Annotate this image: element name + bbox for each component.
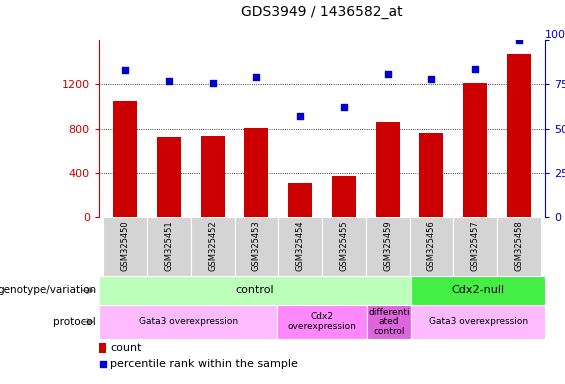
Point xyxy=(515,37,524,43)
Bar xyxy=(376,122,399,217)
Text: control: control xyxy=(236,285,275,296)
Bar xyxy=(463,83,487,217)
Point xyxy=(120,67,129,73)
Bar xyxy=(411,305,545,339)
Bar xyxy=(201,136,225,217)
Point xyxy=(295,113,305,119)
Bar xyxy=(147,217,191,276)
Point xyxy=(383,71,392,77)
Bar xyxy=(279,217,322,276)
Point xyxy=(471,66,480,72)
Bar xyxy=(157,137,181,217)
Bar xyxy=(191,217,234,276)
Text: differenti
ated
control: differenti ated control xyxy=(368,308,410,336)
Text: genotype/variation: genotype/variation xyxy=(0,285,96,296)
Bar xyxy=(322,217,366,276)
Bar xyxy=(419,133,444,217)
Bar xyxy=(497,217,541,276)
Point xyxy=(208,79,217,86)
Bar xyxy=(103,217,147,276)
Bar xyxy=(411,276,545,305)
Point xyxy=(340,104,349,111)
Text: GSM325457: GSM325457 xyxy=(471,220,480,271)
Text: protocol: protocol xyxy=(53,317,96,327)
Bar xyxy=(99,305,277,339)
Text: Cdx2
overexpression: Cdx2 overexpression xyxy=(288,313,357,331)
Bar xyxy=(277,305,367,339)
Bar xyxy=(245,127,268,217)
Text: Cdx2-null: Cdx2-null xyxy=(451,285,505,296)
Bar xyxy=(410,217,453,276)
Bar xyxy=(332,175,356,217)
Text: 100%: 100% xyxy=(545,30,565,40)
Text: GSM325452: GSM325452 xyxy=(208,220,217,271)
Text: GSM325451: GSM325451 xyxy=(164,220,173,271)
Bar xyxy=(367,305,411,339)
Text: percentile rank within the sample: percentile rank within the sample xyxy=(110,359,298,369)
Text: GSM325450: GSM325450 xyxy=(121,220,129,271)
Bar xyxy=(507,53,531,217)
Text: GDS3949 / 1436582_at: GDS3949 / 1436582_at xyxy=(241,5,403,19)
Text: GSM325459: GSM325459 xyxy=(383,220,392,271)
Text: GSM325458: GSM325458 xyxy=(515,220,523,271)
Bar xyxy=(113,101,137,217)
Text: Gata3 overexpression: Gata3 overexpression xyxy=(138,317,238,326)
Point xyxy=(164,78,173,84)
Point xyxy=(252,74,261,81)
Bar xyxy=(366,217,410,276)
Text: GSM325456: GSM325456 xyxy=(427,220,436,271)
Bar xyxy=(288,183,312,217)
Bar xyxy=(99,343,106,353)
Text: GSM325454: GSM325454 xyxy=(295,220,305,271)
Point xyxy=(98,361,107,367)
Text: count: count xyxy=(110,343,142,353)
Bar xyxy=(99,276,411,305)
Text: GSM325455: GSM325455 xyxy=(340,220,349,271)
Bar xyxy=(234,217,279,276)
Bar xyxy=(453,217,497,276)
Text: GSM325453: GSM325453 xyxy=(252,220,261,271)
Text: Gata3 overexpression: Gata3 overexpression xyxy=(429,317,528,326)
Point xyxy=(427,76,436,82)
